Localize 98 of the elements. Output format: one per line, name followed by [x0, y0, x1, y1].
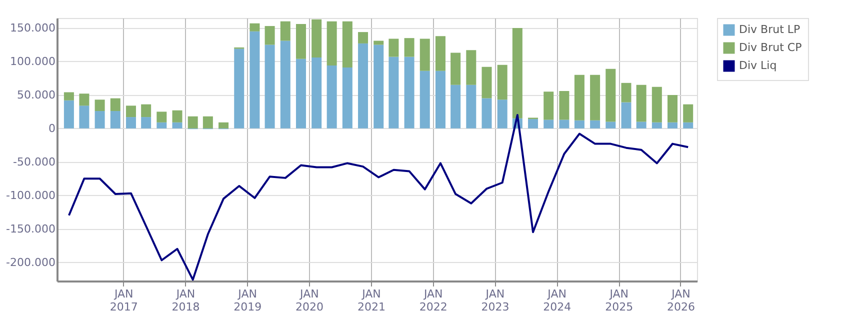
bar	[110, 111, 120, 128]
legend-label: Div Liq	[739, 59, 777, 72]
bar	[94, 100, 105, 112]
bar	[64, 100, 74, 128]
bar	[141, 117, 152, 128]
bar	[172, 122, 182, 128]
legend-label: Div Brut LP	[739, 23, 801, 36]
bar	[450, 52, 461, 85]
bar	[234, 48, 244, 128]
y-tick-label: -150.000	[6, 222, 56, 236]
bar	[435, 70, 446, 128]
bar	[374, 44, 384, 128]
x-tick-label: JAN 2023	[481, 288, 510, 313]
bar	[94, 111, 105, 128]
bar	[450, 84, 461, 128]
x-tick-label: JAN 2018	[172, 288, 200, 313]
bar	[590, 74, 600, 120]
bar	[497, 100, 508, 128]
bar	[559, 90, 570, 120]
bar	[264, 26, 275, 45]
x-tick-label: JAN 2019	[234, 288, 262, 313]
bar	[312, 19, 322, 58]
bar	[110, 98, 120, 112]
bar	[374, 40, 384, 45]
bar	[342, 68, 352, 128]
bar	[296, 24, 306, 59]
x-tick-label: JAN 2024	[543, 288, 572, 313]
bar	[574, 74, 584, 120]
bar	[156, 122, 167, 128]
bar	[156, 112, 167, 122]
bar	[466, 50, 476, 85]
bar	[218, 122, 229, 128]
bar	[590, 120, 600, 128]
bar	[668, 94, 678, 122]
bar	[683, 104, 694, 122]
bar	[280, 21, 290, 41]
bar	[574, 120, 584, 128]
bar	[326, 21, 337, 66]
bar	[544, 120, 554, 128]
bar	[141, 104, 152, 118]
bar	[264, 44, 275, 128]
line-series	[68, 114, 690, 281]
y-tick-label: 150.000	[10, 22, 56, 35]
bar	[652, 122, 662, 128]
bar	[652, 86, 662, 122]
bar	[250, 23, 260, 32]
x-tick-label: JAN 2026	[666, 288, 695, 313]
bar	[544, 92, 554, 120]
bar	[636, 84, 646, 122]
y-tick-label: -100.000	[6, 188, 56, 202]
bar	[420, 38, 430, 71]
bar	[296, 58, 306, 128]
bar	[326, 66, 337, 128]
y-tick-label: 50.000	[17, 88, 56, 102]
bar	[683, 122, 694, 128]
bar	[528, 119, 538, 128]
bar	[388, 56, 399, 128]
bar	[64, 92, 74, 100]
bar	[79, 106, 90, 128]
x-tick-label: JAN 2021	[357, 288, 386, 313]
x-tick-label: JAN 2020	[295, 288, 324, 313]
x-tick-label: JAN 2022	[419, 288, 448, 313]
y-tick-label: -50.000	[13, 155, 56, 168]
bar	[188, 116, 198, 128]
bar	[126, 106, 136, 118]
y-tick-label: -200.000	[6, 256, 56, 269]
bar	[636, 122, 646, 128]
bar	[606, 122, 616, 128]
bar	[404, 56, 414, 128]
bar	[312, 57, 322, 128]
bar	[482, 98, 492, 128]
bar	[621, 102, 632, 128]
bar	[202, 116, 213, 128]
bar	[358, 43, 368, 128]
y-tick-label: 0	[48, 122, 56, 135]
x-tick-label: JAN 2025	[605, 288, 634, 313]
bar	[668, 122, 678, 128]
bar	[388, 38, 399, 57]
y-tick-label: 100.000	[10, 55, 56, 68]
bar	[172, 110, 182, 122]
bar	[79, 94, 90, 106]
bar	[404, 38, 414, 57]
bar	[358, 32, 368, 44]
bar	[126, 117, 136, 128]
bar	[621, 82, 632, 102]
bar	[606, 68, 616, 122]
x-tick-label: JAN 2017	[110, 288, 138, 313]
bar	[497, 64, 508, 100]
bar	[482, 66, 492, 98]
bar	[420, 70, 430, 128]
bar	[435, 36, 446, 71]
bar	[466, 84, 476, 128]
bar	[512, 28, 522, 118]
bar	[280, 40, 290, 128]
legend-label: Div Brut CP	[739, 41, 802, 54]
bar	[342, 21, 352, 68]
bar	[559, 120, 570, 128]
bar	[250, 31, 260, 128]
